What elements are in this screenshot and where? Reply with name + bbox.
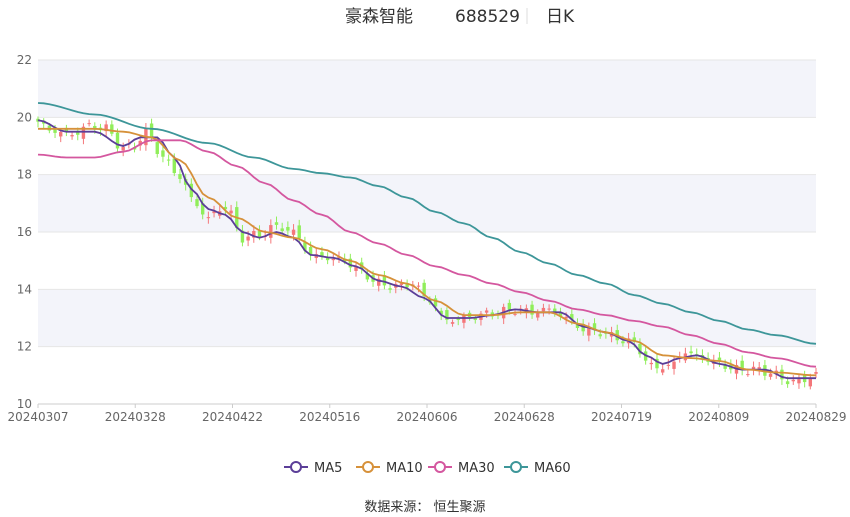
candle xyxy=(166,154,171,166)
x-tick-label: 20240606 xyxy=(396,410,457,424)
chart-title-code: 688529 xyxy=(455,7,520,27)
candle xyxy=(252,225,256,243)
candle xyxy=(388,284,392,294)
candle xyxy=(110,120,114,137)
candle xyxy=(382,270,387,290)
x-axis: 20240307 20240328 20240422 20240516 20240606… xyxy=(7,404,847,424)
candle xyxy=(286,221,290,236)
candle xyxy=(814,367,818,379)
candle xyxy=(377,274,381,292)
candle xyxy=(445,307,449,325)
moving-averages xyxy=(37,102,817,380)
legend: MA5 MA10 MA30 MA60 xyxy=(284,461,571,476)
legend-label: MA30 xyxy=(458,461,495,476)
x-tick-label: 20240516 xyxy=(299,410,360,424)
x-tick-label: 20240809 xyxy=(688,410,749,424)
grid-band xyxy=(38,60,816,118)
candle xyxy=(331,253,335,266)
candle xyxy=(558,307,563,321)
candle xyxy=(240,224,245,247)
candle xyxy=(36,116,40,128)
candle xyxy=(660,363,665,376)
candle xyxy=(223,201,228,215)
candle xyxy=(206,211,211,224)
candle xyxy=(115,128,120,154)
candlesticks xyxy=(36,116,818,390)
candle xyxy=(553,304,557,317)
chart-title-name: 豪森智能 xyxy=(345,6,413,27)
y-tick-label: 16 xyxy=(17,225,32,239)
candle xyxy=(280,222,284,234)
chart-period-label: 日K xyxy=(546,7,575,27)
candle xyxy=(751,361,756,376)
candle xyxy=(64,124,69,137)
candle xyxy=(212,205,216,218)
x-tick-label: 20240829 xyxy=(785,410,846,424)
x-tick-label: 20240307 xyxy=(7,410,68,424)
candle xyxy=(541,303,546,317)
candle xyxy=(348,253,353,273)
y-tick-label: 14 xyxy=(17,282,32,296)
x-tick-label: 20240328 xyxy=(105,410,166,424)
legend-item-ma60[interactable]: MA60 xyxy=(504,461,571,476)
candle xyxy=(655,353,659,374)
candle xyxy=(536,309,540,321)
candle xyxy=(178,168,182,184)
y-tick-label: 18 xyxy=(17,168,32,182)
candle xyxy=(195,193,199,209)
y-tick-label: 10 xyxy=(17,397,32,411)
y-axis: 10 12 14 16 18 20 22 xyxy=(17,53,32,411)
candle xyxy=(87,119,91,127)
candle xyxy=(757,361,761,376)
ma-line-ma60 xyxy=(37,102,817,345)
candle xyxy=(507,299,512,315)
candle xyxy=(797,374,801,389)
candle xyxy=(121,142,125,157)
candle xyxy=(649,357,654,370)
ma-line-ma10 xyxy=(38,127,817,377)
x-tick-label: 20240628 xyxy=(494,410,555,424)
x-tick-label: 20240719 xyxy=(591,410,652,424)
candle xyxy=(683,347,688,364)
candle xyxy=(200,197,205,220)
legend-item-ma10[interactable]: MA10 xyxy=(356,461,423,476)
candle xyxy=(740,355,744,376)
candle xyxy=(354,261,358,277)
candle xyxy=(274,216,279,230)
candle xyxy=(81,123,86,145)
ma-line-ma30 xyxy=(37,139,817,368)
candle xyxy=(70,131,74,140)
candle xyxy=(104,120,108,137)
legend-item-ma5[interactable]: MA5 xyxy=(284,461,342,476)
y-tick-label: 22 xyxy=(17,53,32,67)
y-tick-label: 20 xyxy=(17,110,32,124)
candle xyxy=(592,318,597,335)
legend-label: MA60 xyxy=(534,461,571,476)
candle xyxy=(808,373,813,390)
candle xyxy=(399,279,404,291)
data-source: 数据来源： 恒生聚源 xyxy=(364,500,485,515)
legend-label: MA10 xyxy=(386,461,423,476)
candle xyxy=(666,359,671,370)
candle xyxy=(41,118,46,129)
candle xyxy=(450,319,455,327)
candle xyxy=(587,322,591,342)
x-tick-label: 20240422 xyxy=(202,410,263,424)
candle xyxy=(791,375,795,385)
candle xyxy=(269,219,273,244)
legend-item-ma30[interactable]: MA30 xyxy=(428,461,495,476)
candle xyxy=(161,145,165,163)
legend-label: MA5 xyxy=(314,461,342,476)
y-tick-label: 12 xyxy=(17,340,32,354)
plot-background xyxy=(38,60,816,347)
candle xyxy=(780,364,784,385)
candle xyxy=(530,300,534,319)
candle xyxy=(365,268,370,283)
grid-band xyxy=(38,174,816,232)
